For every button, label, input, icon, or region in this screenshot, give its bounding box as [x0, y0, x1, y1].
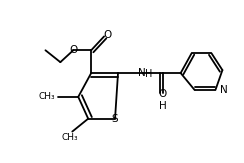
Text: O: O	[103, 30, 111, 40]
Text: CH₃: CH₃	[62, 133, 79, 142]
Text: S: S	[112, 114, 118, 124]
Text: H: H	[145, 69, 152, 79]
Text: CH₃: CH₃	[39, 92, 55, 101]
Text: N: N	[138, 68, 146, 78]
Text: O: O	[159, 89, 167, 99]
Text: H: H	[159, 101, 167, 111]
Text: N: N	[220, 85, 228, 95]
Text: O: O	[69, 45, 77, 55]
